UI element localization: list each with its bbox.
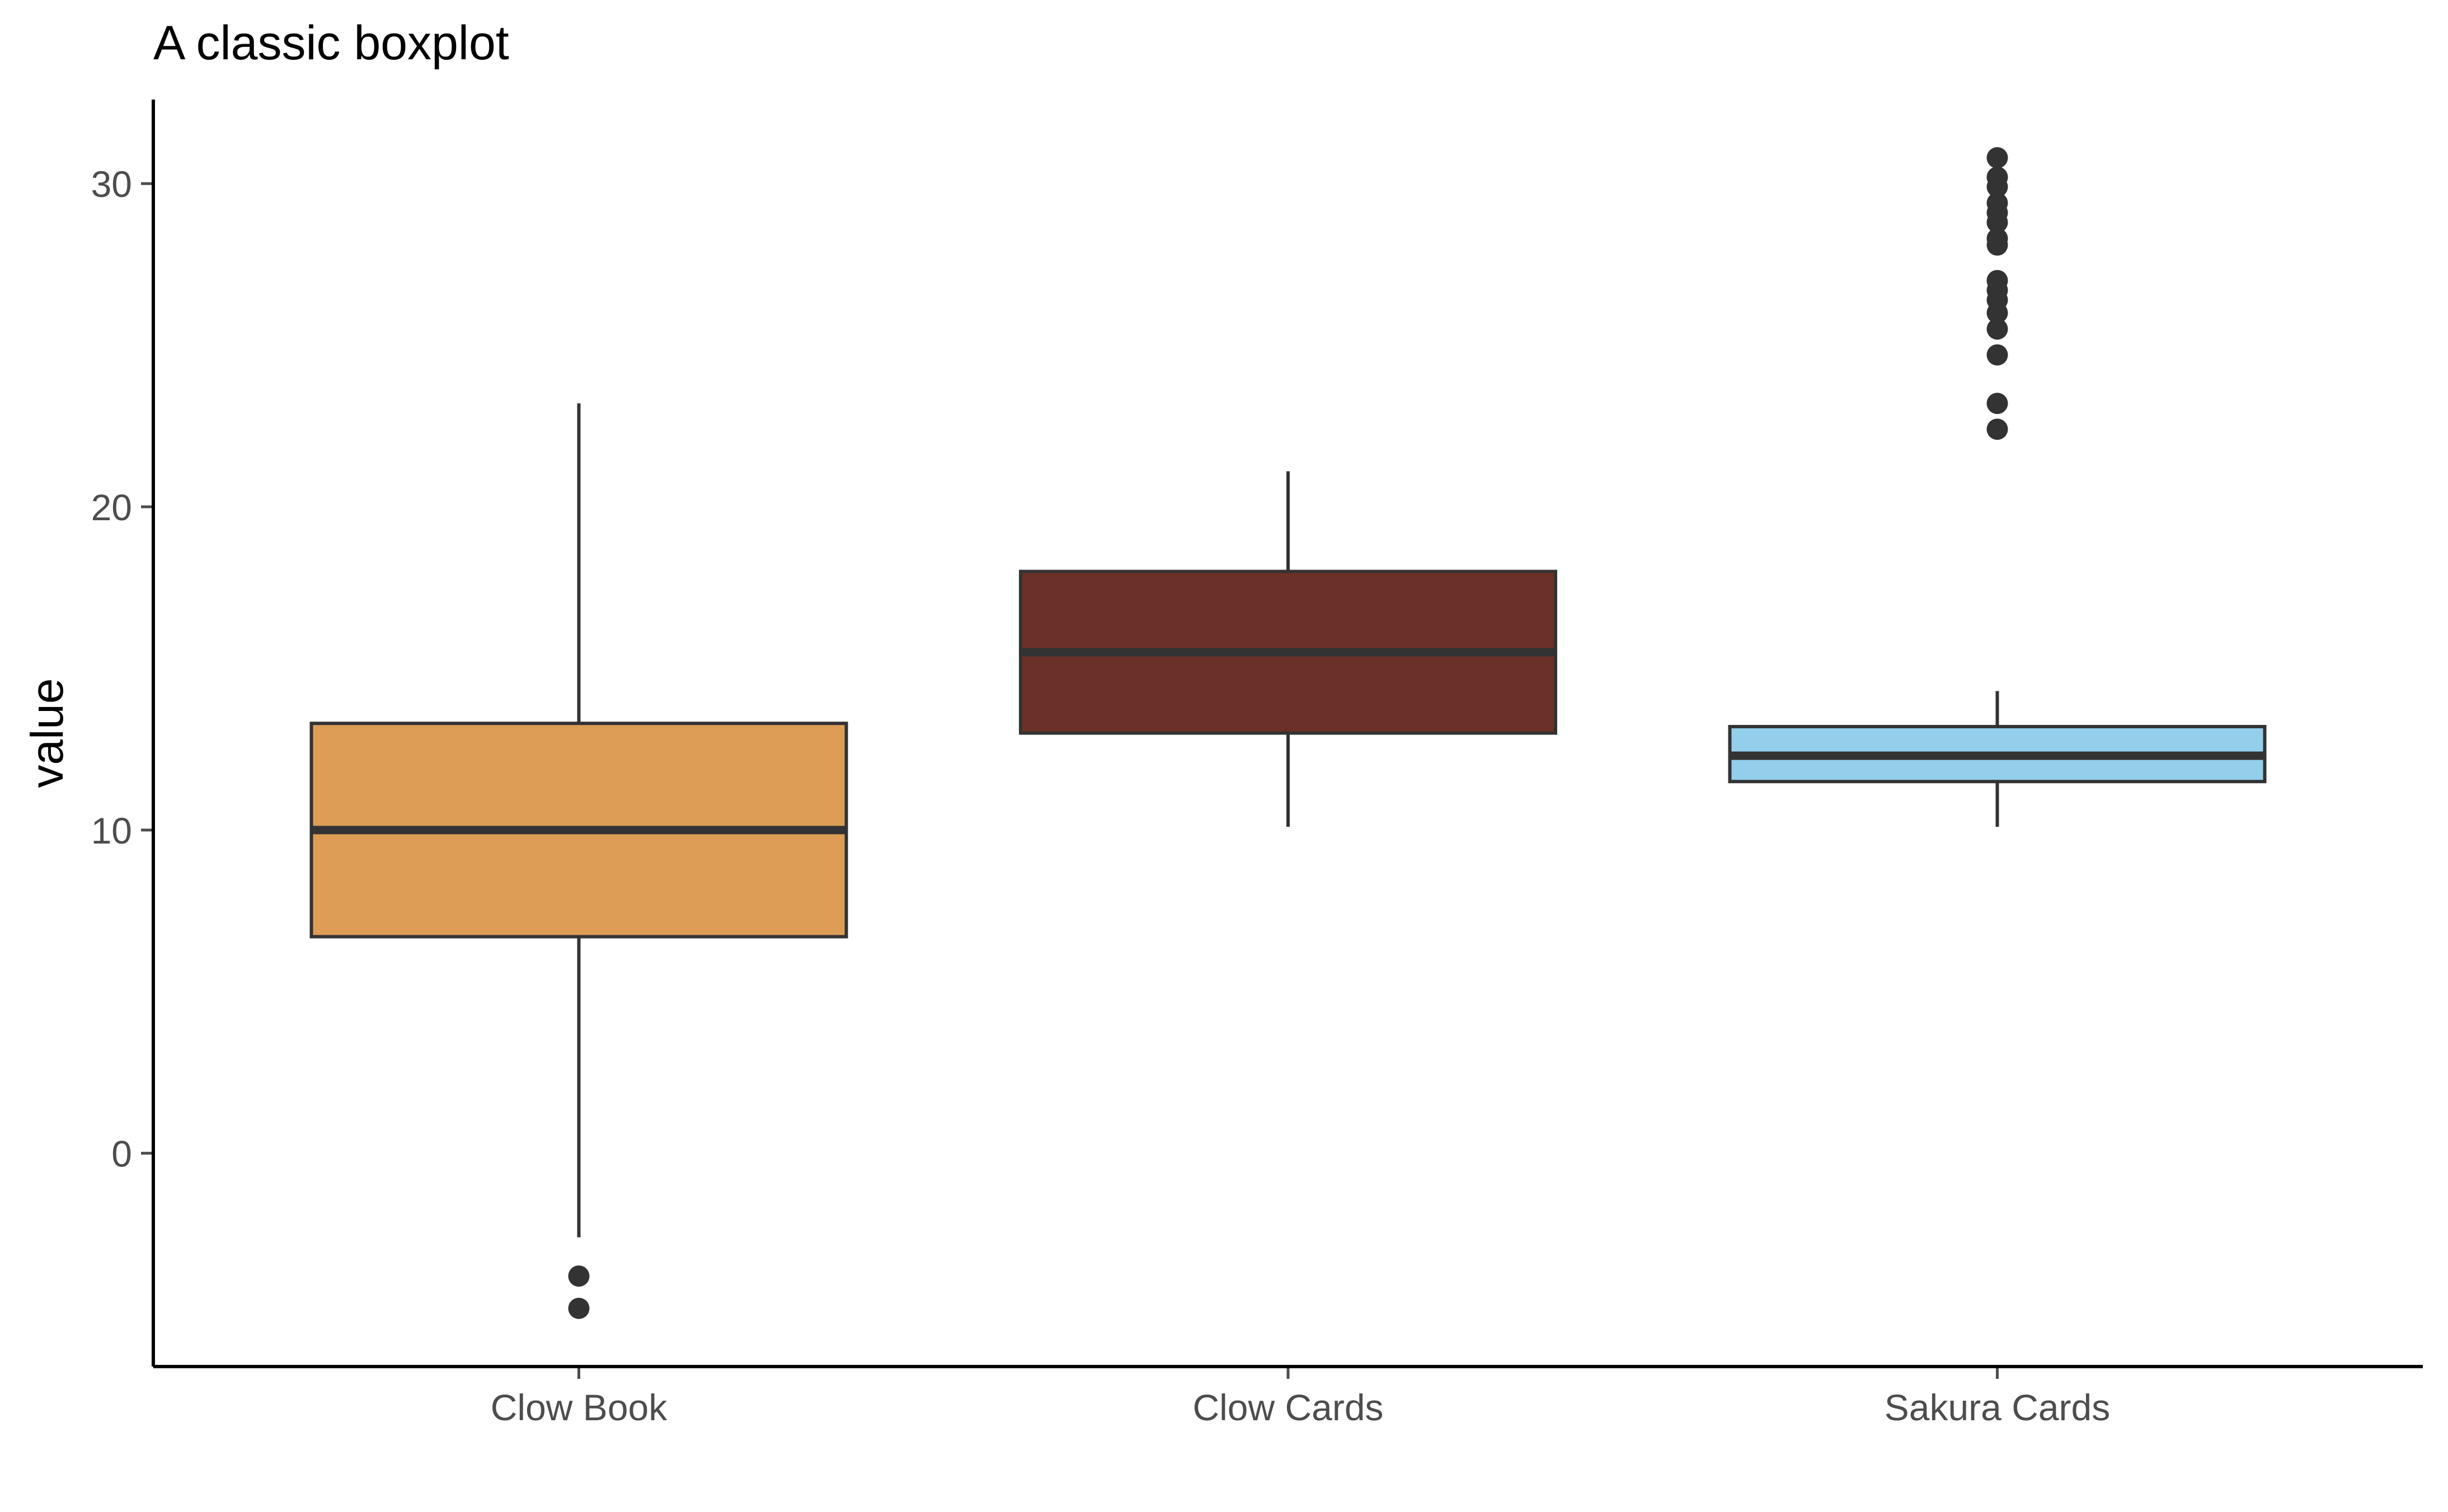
outlier-sakura-cards-14 xyxy=(1986,166,2008,188)
y-tick-label-3: 30 xyxy=(91,163,132,205)
outlier-sakura-cards-7 xyxy=(1986,270,2008,291)
y-axis-label: value xyxy=(22,678,73,788)
x-tick-label-sakura-cards: Sakura Cards xyxy=(1885,1387,2111,1428)
x-tick-label-clow-book: Clow Book xyxy=(491,1387,668,1428)
outlier-sakura-cards-3 xyxy=(1986,318,2008,340)
x-tick-label-clow-cards: Clow Cards xyxy=(1192,1387,1383,1428)
outlier-sakura-cards-1 xyxy=(1986,393,2008,414)
outlier-sakura-cards-12 xyxy=(1986,192,2008,214)
outlier-sakura-cards-15 xyxy=(1986,147,2008,169)
y-tick-label-0: 0 xyxy=(111,1133,132,1175)
y-tick-label-2: 20 xyxy=(91,487,132,528)
outlier-sakura-cards-2 xyxy=(1986,344,2008,366)
outlier-clow-book-1 xyxy=(568,1297,590,1319)
outlier-clow-book-0 xyxy=(568,1265,590,1287)
y-tick-label-1: 10 xyxy=(91,810,132,851)
chart-title: A classic boxplot xyxy=(153,16,509,70)
outlier-sakura-cards-0 xyxy=(1986,418,2008,440)
outlier-sakura-cards-9 xyxy=(1986,228,2008,249)
